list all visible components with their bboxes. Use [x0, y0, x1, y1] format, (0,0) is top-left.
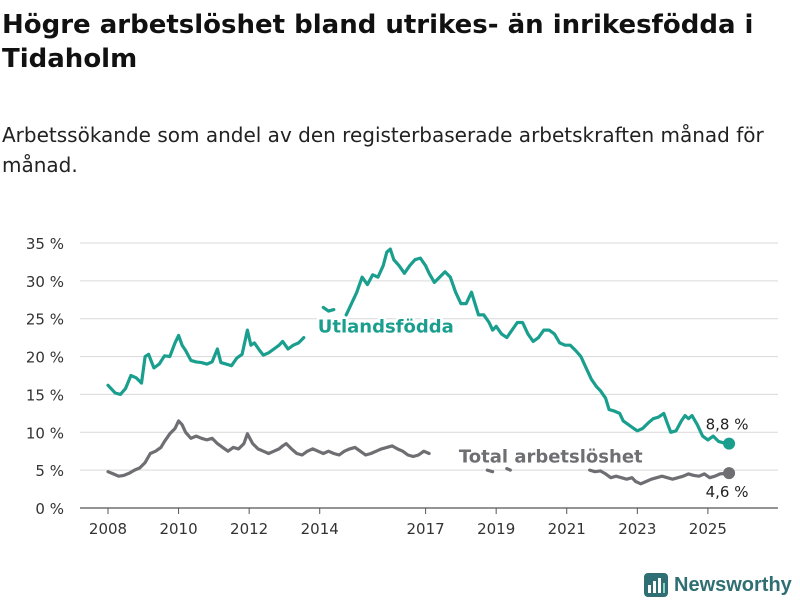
series-lines — [106, 247, 736, 486]
y-tick-label: 5 % — [35, 462, 64, 480]
series-labels: 8,8 % 4,6 % Utlandsfödda Total arbetslöshet — [315, 314, 749, 501]
x-tick-label: 2008 — [89, 520, 127, 538]
newsworthy-logo-icon — [644, 573, 668, 597]
x-tick-label: 2017 — [406, 520, 444, 538]
series-line-total — [106, 419, 431, 478]
series-line-foreign-born — [321, 305, 336, 313]
chart-subtitle: Arbetssökande som andel av den registerb… — [2, 123, 764, 177]
y-tick-label: 35 % — [26, 235, 64, 253]
x-tick-label: 2019 — [477, 520, 515, 538]
y-tick-label: 10 % — [26, 424, 64, 442]
y-tick-label: 20 % — [26, 349, 64, 367]
x-tick-label: 2012 — [230, 520, 268, 538]
end-point-foreign-born — [723, 437, 736, 450]
end-point-total — [723, 467, 736, 480]
x-tick-label: 2014 — [301, 520, 339, 538]
y-tick-label: 30 % — [26, 273, 64, 291]
y-tick-label: 15 % — [26, 386, 64, 404]
x-tick-label: 2023 — [618, 520, 656, 538]
chart-title: Högre arbetslöshet bland utrikes- än inr… — [2, 10, 754, 74]
series-name-label-total: Total arbetslöshet — [459, 447, 643, 468]
x-axis: 2008 2010 2012 2014 2017 2019 2021 2023 2025 — [80, 507, 778, 538]
series-name-label-foreign-born: Utlandsfödda — [318, 316, 454, 337]
x-tick-label: 2021 — [548, 520, 586, 538]
y-axis: 0 % 5 % 10 % 15 % 20 % 25 % 30 % 35 % — [26, 235, 64, 518]
gridlines — [80, 242, 778, 471]
y-tick-label: 0 % — [35, 500, 64, 518]
series-line-foreign-born — [106, 328, 306, 396]
end-value-label-total: 4,6 % — [706, 483, 749, 501]
y-tick-label: 25 % — [26, 311, 64, 329]
brand-logo[interactable]: Newsworthy — [644, 570, 792, 600]
end-value-label-foreign-born: 8,8 % — [706, 416, 749, 434]
brand-name: Newsworthy — [674, 573, 792, 596]
series-line-foreign-born — [344, 247, 731, 446]
series-line-total — [485, 468, 495, 474]
x-tick-label: 2010 — [159, 520, 197, 538]
series-line-total — [588, 468, 731, 486]
series-line-total — [505, 467, 512, 472]
x-tick-label: 2025 — [689, 520, 727, 538]
